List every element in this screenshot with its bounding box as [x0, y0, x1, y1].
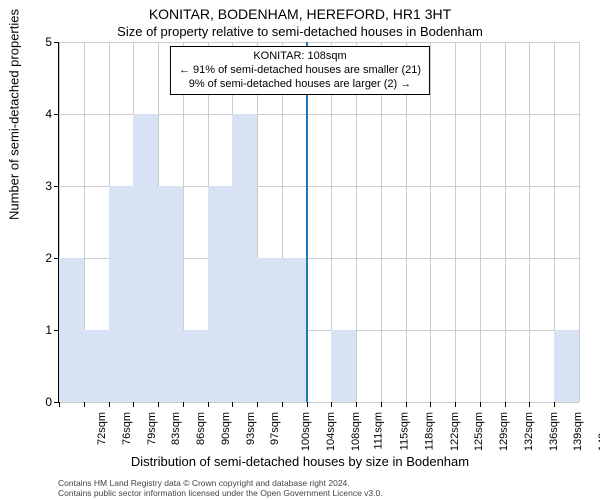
footer-line2: Contains public sector information licen… [58, 488, 383, 498]
x-tick-label: 115sqm [398, 412, 410, 450]
histogram-bar [257, 258, 282, 402]
x-tick-label: 83sqm [170, 412, 182, 445]
annotation-line2: ← 91% of semi-detached houses are smalle… [179, 64, 421, 78]
y-tick-label: 5 [45, 35, 52, 49]
histogram-bar [133, 114, 158, 402]
histogram-bar [109, 186, 134, 402]
x-tick-label: 90sqm [220, 412, 232, 445]
annotation-line3: 9% of semi-detached houses are larger (2… [179, 78, 421, 92]
histogram-bar [84, 330, 109, 402]
gridline-vertical [356, 42, 357, 402]
gridline-vertical [381, 42, 382, 402]
x-tick-label: 72sqm [96, 412, 108, 445]
x-tick-label: 104sqm [325, 412, 337, 451]
x-tick-label: 79sqm [146, 412, 158, 445]
y-axis-label: Number of semi-detached properties [7, 9, 22, 220]
y-tick-label: 3 [45, 179, 52, 193]
x-tick-mark [133, 402, 134, 407]
footer-attribution: Contains HM Land Registry data © Crown c… [58, 478, 383, 498]
x-tick-mark [331, 402, 332, 407]
x-tick-mark [282, 402, 283, 407]
x-axis-label: Distribution of semi-detached houses by … [0, 454, 600, 469]
x-tick-label: 108sqm [350, 412, 362, 451]
gridline-vertical [455, 42, 456, 402]
x-tick-label: 86sqm [195, 412, 207, 445]
gridline-vertical [480, 42, 481, 402]
histogram-bar [183, 330, 208, 402]
reference-line [306, 42, 308, 402]
gridline-vertical [579, 42, 580, 402]
x-tick-label: 136sqm [548, 412, 560, 451]
y-tick-label: 2 [45, 251, 52, 265]
histogram-bar [208, 186, 233, 402]
x-tick-mark [356, 402, 357, 407]
x-tick-mark [109, 402, 110, 407]
x-tick-label: 129sqm [498, 412, 510, 451]
x-tick-label: 118sqm [423, 412, 435, 450]
x-tick-mark [158, 402, 159, 407]
x-tick-label: 132sqm [523, 412, 535, 451]
plot-area: 72sqm76sqm79sqm83sqm86sqm90sqm93sqm97sqm… [58, 42, 579, 403]
x-tick-label: 93sqm [245, 412, 257, 445]
x-tick-mark [59, 402, 60, 407]
x-tick-mark [381, 402, 382, 407]
x-tick-mark [307, 402, 308, 407]
histogram-bar [59, 258, 84, 402]
histogram-bar [158, 186, 183, 402]
gridline-vertical [406, 42, 407, 402]
x-tick-label: 97sqm [269, 412, 281, 445]
gridline-horizontal [59, 42, 579, 43]
gridline-vertical [430, 42, 431, 402]
x-tick-label: 111sqm [373, 412, 385, 450]
y-tick-label: 4 [45, 107, 52, 121]
x-tick-mark [529, 402, 530, 407]
x-tick-label: 125sqm [474, 412, 486, 451]
x-tick-mark [232, 402, 233, 407]
y-tick-label: 1 [45, 323, 52, 337]
annotation-box: KONITAR: 108sqm ← 91% of semi-detached h… [170, 46, 430, 95]
x-tick-label: 139sqm [573, 412, 585, 451]
x-tick-mark [257, 402, 258, 407]
histogram-bar [331, 330, 356, 402]
gridline-vertical [529, 42, 530, 402]
x-tick-mark [183, 402, 184, 407]
histogram-bar [554, 330, 579, 402]
gridline-horizontal [59, 402, 579, 403]
x-tick-label: 100sqm [300, 412, 312, 451]
x-tick-label: 122sqm [449, 412, 461, 451]
x-tick-mark [430, 402, 431, 407]
x-tick-mark [480, 402, 481, 407]
x-tick-label: 76sqm [121, 412, 133, 445]
x-tick-mark [208, 402, 209, 407]
footer-line1: Contains HM Land Registry data © Crown c… [58, 478, 383, 488]
chart-title: KONITAR, BODENHAM, HEREFORD, HR1 3HT [0, 6, 600, 22]
histogram-bar [282, 258, 307, 402]
x-tick-mark [554, 402, 555, 407]
gridline-vertical [505, 42, 506, 402]
x-tick-mark [455, 402, 456, 407]
x-tick-mark [406, 402, 407, 407]
histogram-bar [232, 114, 257, 402]
x-tick-mark [505, 402, 506, 407]
chart-container: KONITAR, BODENHAM, HEREFORD, HR1 3HT Siz… [0, 0, 600, 500]
y-tick-label: 0 [45, 395, 52, 409]
x-tick-mark [84, 402, 85, 407]
chart-subtitle: Size of property relative to semi-detach… [0, 24, 600, 39]
annotation-line1: KONITAR: 108sqm [179, 50, 421, 64]
